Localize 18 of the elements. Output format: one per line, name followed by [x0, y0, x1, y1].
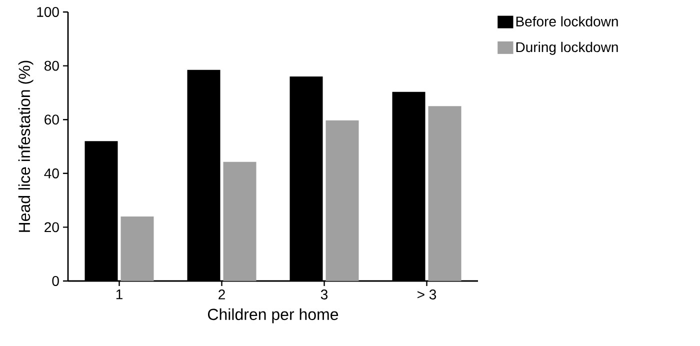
- x-tick-label: 3: [320, 290, 328, 300]
- y-tick-label: 0: [52, 276, 59, 286]
- y-tick-label: 100: [37, 7, 59, 17]
- x-tick-label: 2: [218, 290, 225, 300]
- y-tick-label: 60: [44, 114, 59, 125]
- legend-label: Before lockdown: [516, 16, 618, 26]
- y-tick-label: 40: [44, 168, 59, 178]
- y-tick-label: 80: [44, 60, 59, 71]
- y-tick-label: 20: [44, 222, 59, 232]
- legend-label: During lockdown: [516, 42, 618, 55]
- y-axis-title: Head lice infestation (%): [18, 60, 34, 232]
- x-tick-label: 1: [116, 290, 122, 300]
- bar: [120, 216, 154, 281]
- bar: [223, 162, 256, 281]
- bar: [326, 120, 359, 281]
- x-tick-label: > 3: [418, 290, 436, 300]
- bar: [428, 106, 462, 281]
- x-axis-title: Children per home: [208, 308, 338, 324]
